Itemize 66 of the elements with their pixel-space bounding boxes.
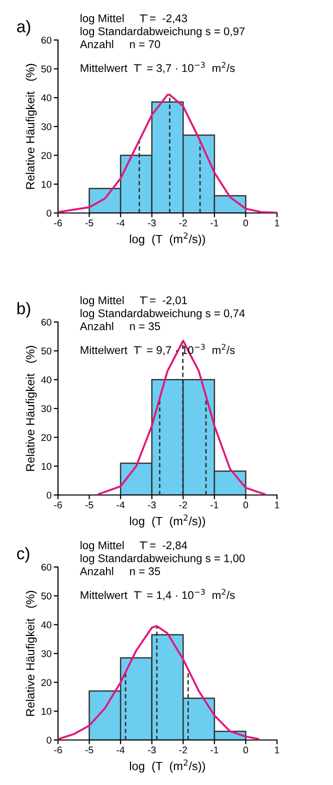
y-tick-label: 0 [46,736,52,744]
y-axis-title: Relative Häufigkeit (%) [26,64,37,189]
x-tick-label: -3 [148,746,156,754]
x-tick-label: -1 [210,220,218,226]
annotation: Mittelwert T̄ = 1,4 · 10$^{−3}$ m$^{2}$/s [80,588,235,600]
y-axis-title: Relative Häufigkeit (%) [26,590,37,716]
y-tick-label: 0 [46,210,52,217]
y-tick-label: 30 [41,405,52,412]
y-tick-label: 30 [41,123,52,130]
x-tick-label: -4 [116,220,125,226]
annotation: Anzahl n = 35 [80,567,160,576]
x-tick-label: -4 [116,746,125,754]
annotation: Anzahl n = 35 [80,322,160,330]
y-tick-label: 40 [41,621,52,628]
annotation: Mittelwert T̄ = 3,7 · 10$^{−3}$ m$^{2}$/s [80,62,235,74]
x-tick-label: 1 [275,502,280,508]
y-tick-label: 50 [41,66,52,72]
x-tick-label: -5 [85,746,94,754]
text: log Standardabweichung s = 1,00 [80,554,245,564]
x-tick-label: 0 [243,502,248,508]
y-tick-label: 50 [41,592,52,600]
x-tick-label: -4 [116,502,125,508]
y-tick-label: 10 [42,462,52,470]
y-tick-label: 20 [41,679,52,686]
text: log Standardabweichung s = 0,74 [80,309,245,320]
x-tick-label: -2 [179,502,187,508]
y-tick-label: 20 [41,152,52,159]
chart-title: b) [17,302,30,318]
x-axis-title: log (T (m$^{2}$/s)) [130,759,205,773]
text: log Mittel T̄ = -2,84 [80,541,188,552]
text: log Mittel T̄ = -2,01 [80,296,187,306]
chart-title: c) [17,547,30,563]
y-tick-label: 10 [42,708,52,715]
x-tick-label: -3 [148,502,156,508]
x-tick-label: -3 [148,220,156,226]
y-axis-title: Relative Häufigkeit (%) [26,346,37,471]
x-tick-label: -2 [179,220,187,226]
text: log Standardabweichung s = 0,97 [80,27,245,38]
x-tick-label: -1 [210,502,218,508]
chart-title: a) [17,20,30,36]
y-tick-label: 40 [41,376,52,384]
x-tick-label: 0 [243,220,248,226]
y-tick-label: 50 [41,348,52,354]
x-axis-title: log (T (m$^{2}$/s)) [130,232,205,246]
y-tick-label: 60 [41,564,52,571]
y-tick-label: 60 [41,36,52,44]
x-tick-label: -6 [54,502,62,508]
x-tick-label: -1 [210,746,218,754]
y-tick-label: 0 [46,492,52,499]
y-tick-label: 40 [41,94,52,102]
annotation: Anzahl n = 70 [80,40,160,48]
x-tick-label: 1 [275,220,280,226]
y-tick-label: 30 [41,650,52,658]
text: log Mittel T̄ = -2,43 [80,14,187,24]
x-tick-label: 0 [243,746,248,754]
line-series [58,625,260,740]
x-tick-label: -6 [54,220,62,226]
x-tick-label: 1 [275,746,280,754]
x-tick-label: -2 [179,746,187,754]
x-tick-label: -6 [54,746,62,754]
x-tick-label: -5 [85,220,94,226]
y-tick-label: 10 [42,180,52,188]
x-tick-label: -5 [85,502,94,508]
x-axis-title: log (T (m$^{2}$/s)) [130,514,205,528]
y-tick-label: 20 [41,434,52,441]
y-tick-label: 60 [41,318,52,326]
